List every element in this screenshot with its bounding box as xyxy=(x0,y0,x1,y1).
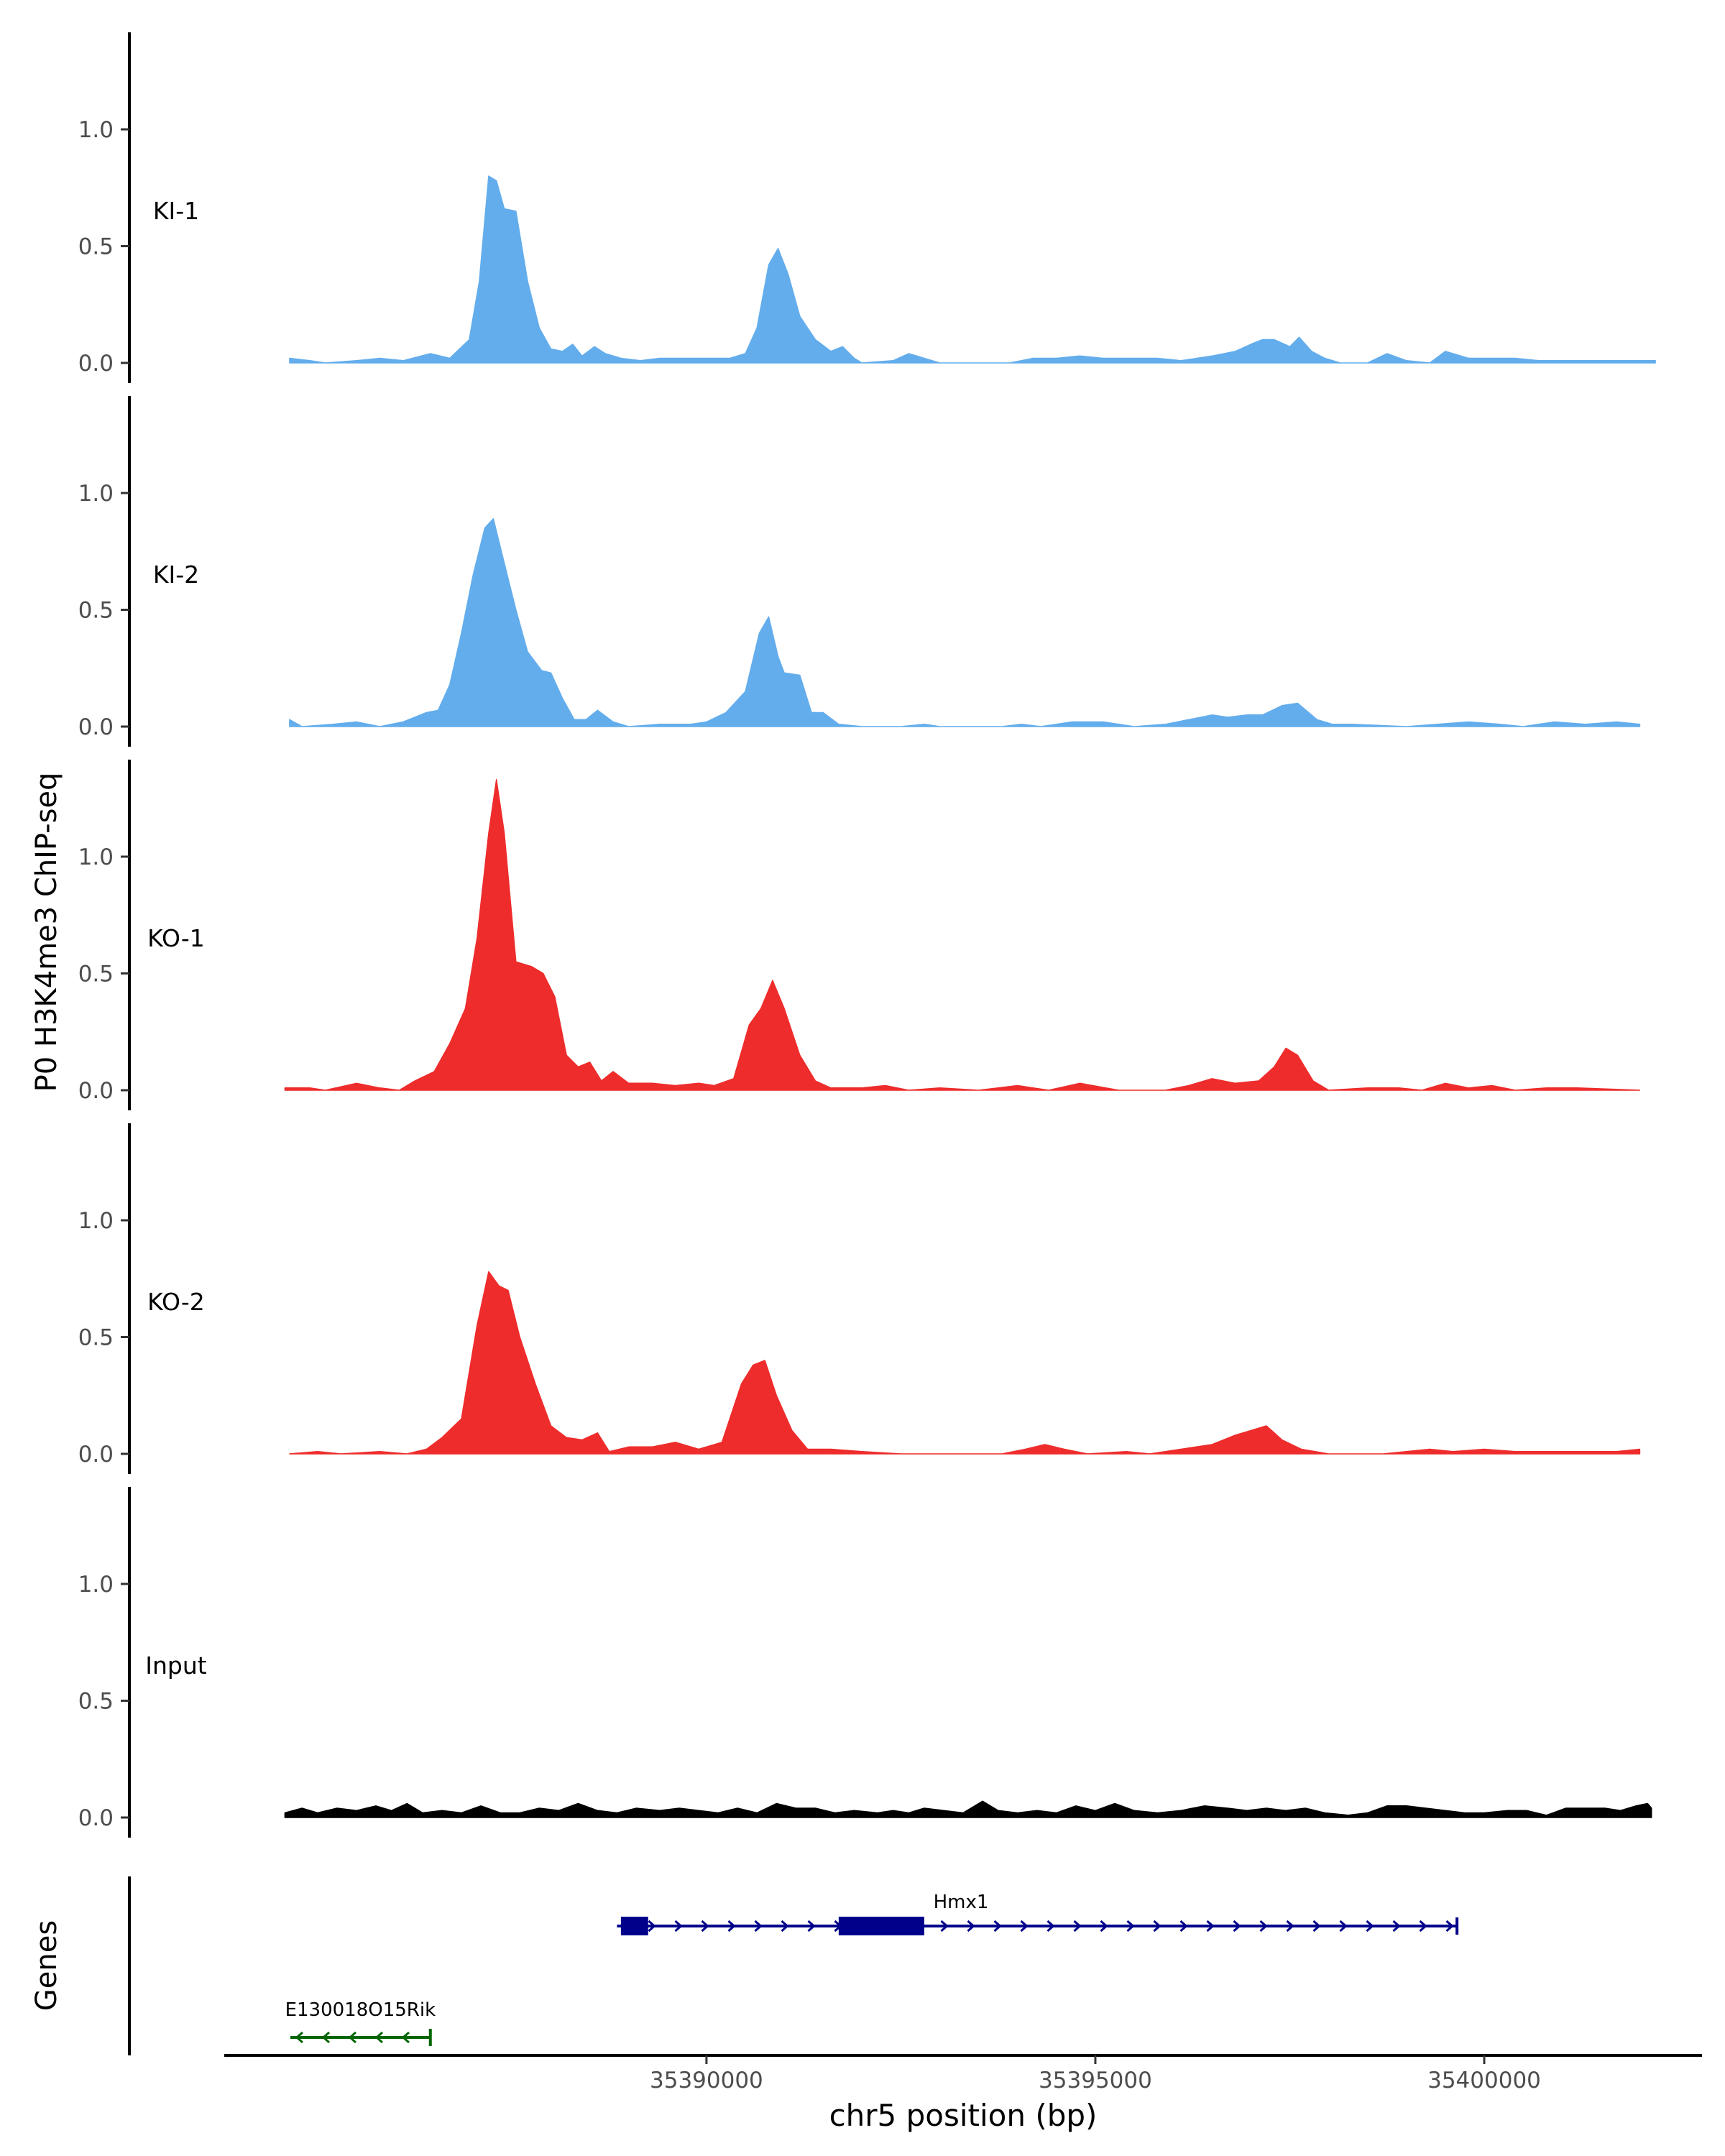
strand-chevron xyxy=(754,1920,763,1932)
strand-chevron xyxy=(1259,1920,1268,1932)
panel-input: 0.0 0.5 1.0 Input xyxy=(78,1487,1652,1838)
series-label: KI-2 xyxy=(153,561,199,589)
y-tick-label: 1.0 xyxy=(78,117,114,143)
y-axis-title: P0 H3K4me3 ChIP-seq xyxy=(30,773,63,1092)
gene-name-label: E130018O15Rik xyxy=(285,1999,436,2021)
series-label: KI-1 xyxy=(153,197,199,225)
signal-area-ki-2 xyxy=(289,518,1641,727)
strand-chevron xyxy=(1286,1920,1294,1932)
y-tick-label: 1.0 xyxy=(78,844,114,870)
strand-chevron xyxy=(1206,1920,1215,1932)
genes-track: Genes Hmx1 E130018O15Rik xyxy=(30,1876,1459,2055)
y-tick-label: 0.0 xyxy=(78,714,114,740)
strand-chevron xyxy=(1153,1920,1162,1932)
strand-chevron xyxy=(321,2031,330,2044)
strand-chevron xyxy=(967,1920,975,1932)
y-tick-label: 0.0 xyxy=(78,351,114,377)
strand-chevron xyxy=(940,1920,949,1932)
gene-name-label: Hmx1 xyxy=(934,1892,989,1913)
y-tick-label: 0.5 xyxy=(78,234,114,260)
gene-exon xyxy=(838,1917,924,1935)
signal-area-input xyxy=(284,1800,1652,1818)
strand-chevron xyxy=(648,1920,656,1932)
gene-e130018o15rik: E130018O15Rik xyxy=(285,1999,436,2046)
strand-chevron xyxy=(1312,1920,1321,1932)
strand-chevron xyxy=(701,1920,709,1932)
signal-area-ko-2 xyxy=(289,1271,1641,1455)
strand-chevron xyxy=(295,2031,303,2044)
strand-chevron xyxy=(1100,1920,1108,1932)
strand-chevron xyxy=(1339,1920,1348,1932)
y-tick-label: 0.0 xyxy=(78,1805,114,1831)
gene-exon xyxy=(620,1917,648,1935)
strand-chevron xyxy=(781,1920,789,1932)
x-axis-ticks: 35390000 35395000 35400000 xyxy=(650,2055,1541,2093)
signal-panels: 0.00.51.0KI-10.00.51.0KI-20.00.51.0KO-10… xyxy=(78,32,1656,1838)
strand-chevron xyxy=(1233,1920,1241,1932)
strand-chevron xyxy=(807,1920,816,1932)
x-tick-label: 35400000 xyxy=(1427,2068,1541,2093)
strand-chevron xyxy=(1126,1920,1135,1932)
x-axis: 35390000 35395000 35400000 chr5 position (… xyxy=(224,2054,1702,2133)
y-tick-label: 0.5 xyxy=(78,598,114,624)
y-tick-label: 1.0 xyxy=(78,481,114,507)
genes-track-label: Genes xyxy=(30,1920,63,2011)
y-tick-label: 0.5 xyxy=(78,962,114,987)
strand-chevron xyxy=(993,1920,1002,1932)
strand-chevron xyxy=(401,2031,410,2044)
y-tick-label: 0.0 xyxy=(78,1078,114,1104)
strand-chevron xyxy=(1392,1920,1401,1932)
strand-chevron xyxy=(1046,1920,1055,1932)
signal-area-ko-1 xyxy=(284,779,1641,1091)
series-label: KO-1 xyxy=(147,924,205,952)
strand-chevron xyxy=(1366,1920,1374,1932)
strand-chevron xyxy=(348,2031,356,2044)
series-label: Input xyxy=(145,1651,207,1680)
signal-area-ki-1 xyxy=(289,175,1656,364)
strand-chevron xyxy=(374,2031,383,2044)
panel-ki-2: 0.0 0.5 1.0 KI-2 xyxy=(78,396,1641,747)
strand-chevron xyxy=(1179,1920,1188,1932)
strand-chevron xyxy=(1073,1920,1082,1932)
gene-hmx1: Hmx1 xyxy=(617,1892,1459,1935)
y-tick-label: 0.5 xyxy=(78,1325,114,1351)
x-tick-label: 35395000 xyxy=(1039,2068,1152,2093)
strand-chevron xyxy=(1445,1920,1454,1932)
gene-models: Hmx1 E130018O15Rik xyxy=(285,1892,1459,2046)
y-tick-label: 1.0 xyxy=(78,1208,114,1234)
strand-chevron xyxy=(727,1920,736,1932)
x-tick-label: 35390000 xyxy=(650,2068,763,2093)
strand-chevron xyxy=(1419,1920,1427,1932)
strand-chevron xyxy=(674,1920,683,1932)
panel-ko-1: 0.0 0.5 1.0 KO-1 xyxy=(78,760,1641,1110)
y-tick-label: 0.0 xyxy=(78,1442,114,1468)
y-tick-label: 0.5 xyxy=(78,1689,114,1715)
y-tick-label: 1.0 xyxy=(78,1572,114,1598)
strand-chevron xyxy=(1020,1920,1029,1932)
series-label: KO-2 xyxy=(147,1288,205,1316)
x-axis-title: chr5 position (bp) xyxy=(829,2098,1098,2133)
panel-ko-2: 0.0 0.5 1.0 KO-2 xyxy=(78,1123,1641,1474)
panel-ki-1: 0.0 0.5 1.0 KI-1 xyxy=(78,32,1656,383)
